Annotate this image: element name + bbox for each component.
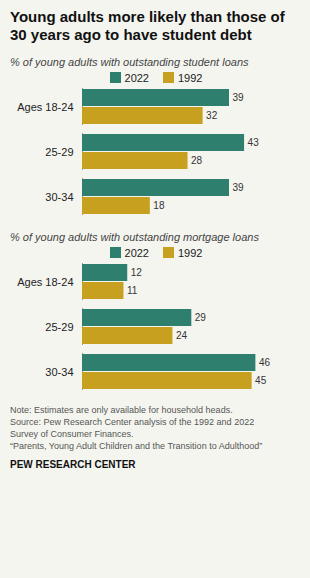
html-text:Source: Pew Research Center an: Source: Pew Research Center analysis of … xyxy=(10,417,255,428)
html-text:1992: 1992 xyxy=(178,247,203,259)
html-text:2022: 2022 xyxy=(124,247,149,259)
html-text:Survey of Consumer Finances.: Survey of Consumer Finances. xyxy=(10,429,134,440)
svg-text:Ages 18-24: Ages 18-24 xyxy=(17,276,73,288)
svg-text:28: 28 xyxy=(191,155,203,166)
html-text:2022: 2022 xyxy=(124,72,149,84)
svg-text:25-29: 25-29 xyxy=(45,146,73,158)
svg-text:46: 46 xyxy=(259,357,271,368)
html-text:Young adults more likely than: Young adults more likely than those of xyxy=(10,8,285,25)
svg-text:12: 12 xyxy=(131,267,143,278)
svg-text:43: 43 xyxy=(248,137,260,148)
html-text:1992: 1992 xyxy=(178,72,203,84)
svg-text:32: 32 xyxy=(206,110,218,121)
html-text:30 years ago to have student d: 30 years ago to have student debt xyxy=(10,26,252,43)
html-text:% of young adults with outstan: % of young adults with outstanding mortg… xyxy=(10,231,259,243)
html-text:“Parents, Young Adult Children: “Parents, Young Adult Children and the T… xyxy=(10,441,263,452)
svg-text:24: 24 xyxy=(176,330,188,341)
svg-text:30-34: 30-34 xyxy=(45,366,73,378)
html-text:Note: Estimates are only avail: Note: Estimates are only available for h… xyxy=(10,405,233,415)
svg-text:25-29: 25-29 xyxy=(45,321,73,333)
svg-text:11: 11 xyxy=(127,285,138,296)
svg-text:39: 39 xyxy=(233,182,245,193)
html-text:PEW RESEARCH CENTER: PEW RESEARCH CENTER xyxy=(10,458,136,470)
svg-text:29: 29 xyxy=(195,312,207,323)
svg-text:39: 39 xyxy=(233,92,245,103)
svg-text:30-34: 30-34 xyxy=(45,191,73,203)
html-text:% of young adults with outstan: % of young adults with outstanding stude… xyxy=(10,56,249,68)
svg-text:18: 18 xyxy=(153,200,165,211)
svg-text:45: 45 xyxy=(255,375,267,386)
svg-text:Ages 18-24: Ages 18-24 xyxy=(17,101,73,113)
